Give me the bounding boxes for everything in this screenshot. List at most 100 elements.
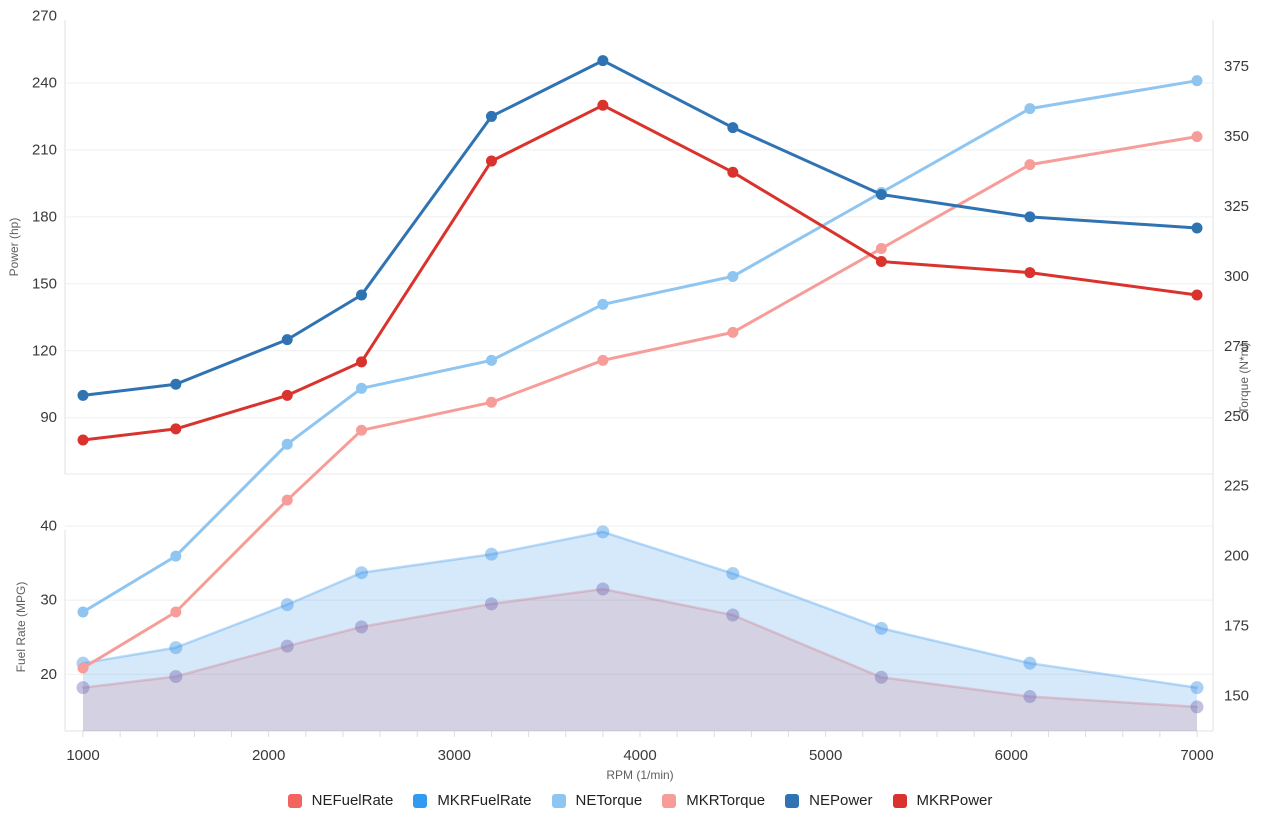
series-MKRFuelRate-marker[interactable] [355,566,368,580]
x-tick-label: 3000 [438,747,471,764]
series-MKRFuelRate-marker[interactable] [280,598,294,612]
series-NEFuelRate-marker[interactable] [596,582,610,596]
series-MKRPower-marker[interactable] [170,423,182,435]
power-tick-label: 150 [32,275,57,292]
fuel-tick-label: 20 [40,666,57,683]
series-NETorque-marker[interactable] [1024,103,1036,115]
torque-tick-label: 250 [1224,408,1249,425]
legend-item-NEPower[interactable]: NEPower [785,792,873,809]
torque-tick-label: 150 [1224,687,1249,704]
torque-tick-label: 175 [1224,618,1249,635]
series-MKRFuelRate-marker[interactable] [874,621,888,635]
series-NEFuelRate-marker[interactable] [76,681,90,695]
series-NEFuelRate-marker[interactable] [355,620,368,634]
series-NETorque-marker[interactable] [281,438,293,450]
series-NEFuelRate-marker[interactable] [169,670,183,684]
series-NETorque-marker[interactable] [77,606,89,618]
series-MKRPower-marker[interactable] [77,434,89,446]
series-NEPower-marker[interactable] [170,378,182,390]
series-NETorque-marker[interactable] [170,550,182,562]
series-MKRPower-marker[interactable] [875,255,887,267]
legend-item-MKRFuelRate[interactable]: MKRFuelRate [413,792,532,809]
fuel-axis-title: Fuel Rate (MPG) [14,582,28,673]
legend-item-NETorque[interactable]: NETorque [551,792,643,809]
series-MKRTorque-marker[interactable] [356,424,367,436]
series-NEPower-marker[interactable] [875,189,887,201]
series-NEFuelRate-marker[interactable] [1190,700,1204,714]
series-MKRPower-line [81,103,1199,442]
series-NETorque-marker[interactable] [597,298,609,310]
series-MKRFuelRate-marker[interactable] [1023,656,1037,670]
legend-label: MKRTorque [686,792,766,809]
x-tick-label: 1000 [66,747,99,764]
series-MKRPower-marker[interactable] [1024,267,1036,279]
series-NEPower-marker[interactable] [1191,222,1203,234]
series-NEPower-marker[interactable] [1024,211,1036,223]
series-NEPower-marker[interactable] [597,55,609,67]
series-MKRPower-marker[interactable] [281,389,293,401]
series-NEFuelRate-marker[interactable] [726,608,740,622]
legend-label: NETorque [575,792,643,809]
series-NETorque-marker[interactable] [485,354,497,366]
series-NEFuelRate-marker[interactable] [1023,690,1037,704]
x-tick-label: 6000 [995,747,1028,764]
series-MKRTorque-marker[interactable] [875,242,887,254]
series-MKRPower [77,99,1203,446]
legend-swatch-NEPower [785,793,800,808]
series-NEFuelRate-area [83,589,1197,731]
series-MKRTorque-marker[interactable] [485,396,497,408]
series-MKRPower-marker[interactable] [597,99,609,111]
series-MKRTorque-marker[interactable] [281,494,293,506]
power-tick-label: 90 [40,409,57,426]
series-MKRPower-marker[interactable] [356,356,367,368]
series-MKRFuelRate-area [83,531,1197,731]
series-NEPower-marker[interactable] [356,289,367,301]
series-MKRFuelRate-marker[interactable] [484,547,498,561]
series-MKRFuelRate-marker[interactable] [169,641,183,655]
fuel-tick-label: 30 [40,592,57,609]
torque-axis-title: Torque (N*m) [1237,342,1251,413]
series-MKRFuelRate-marker[interactable] [596,525,610,539]
legend-label: MKRFuelRate [437,792,532,809]
torque-tick-label: 300 [1224,268,1249,285]
series-MKRPower-marker[interactable] [1191,289,1203,301]
series-MKRFuelRate-marker[interactable] [726,566,740,580]
series-MKRTorque-marker[interactable] [77,662,89,674]
series-MKRTorque-marker[interactable] [1191,131,1203,143]
series-NEPower-marker[interactable] [77,389,89,401]
series-MKRPower-marker[interactable] [727,166,739,178]
series-NEFuelRate-marker[interactable] [280,639,294,653]
tick-labels: 90 120 150 180 210 240 270 20 30 40 150 175 200 225 25… [32,8,1249,765]
torque-tick-label: 325 [1224,198,1249,215]
power-tick-label: 240 [32,74,57,91]
series-NETorque-marker[interactable] [1191,75,1203,87]
legend-swatch-MKRFuelRate [413,793,428,808]
series-MKRFuelRate-marker[interactable] [1190,681,1204,695]
power-tick-label: 120 [32,342,57,359]
series-NETorque-line [81,79,1199,614]
series-NEPower-marker[interactable] [485,110,497,122]
x-axis-title: RPM (1/min) [606,768,673,782]
legend-swatch-MKRTorque [662,793,677,808]
series-NEFuelRate-marker[interactable] [484,597,498,611]
legend-item-MKRTorque[interactable]: MKRTorque [662,792,765,809]
series-MKRTorque-marker[interactable] [727,326,739,338]
series-NEFuelRate-markers [76,582,1204,714]
series-MKRTorque-marker[interactable] [597,354,609,366]
legend-label: NEPower [809,792,873,809]
series-NEPower-marker[interactable] [281,334,293,346]
series-NEPower-marker[interactable] [727,122,739,134]
series-NETorque-marker[interactable] [356,382,367,394]
legend-item-NEFuelRate[interactable]: NEFuelRate [287,792,393,809]
series-NETorque-marker[interactable] [727,270,739,282]
series-MKRFuelRate-line [81,530,1199,689]
legend-item-MKRPower[interactable]: MKRPower [892,792,992,809]
series-MKRTorque-marker[interactable] [170,606,182,618]
series-MKRTorque-marker[interactable] [1024,159,1036,171]
x-tick-label: 7000 [1180,747,1213,764]
x-tick-label: 2000 [252,747,285,764]
series-MKRPower-marker[interactable] [485,155,497,167]
series-NEFuelRate-line [81,587,1199,709]
series-NEFuelRate-marker[interactable] [874,670,888,684]
power-axis-title: Power (hp) [7,218,21,277]
